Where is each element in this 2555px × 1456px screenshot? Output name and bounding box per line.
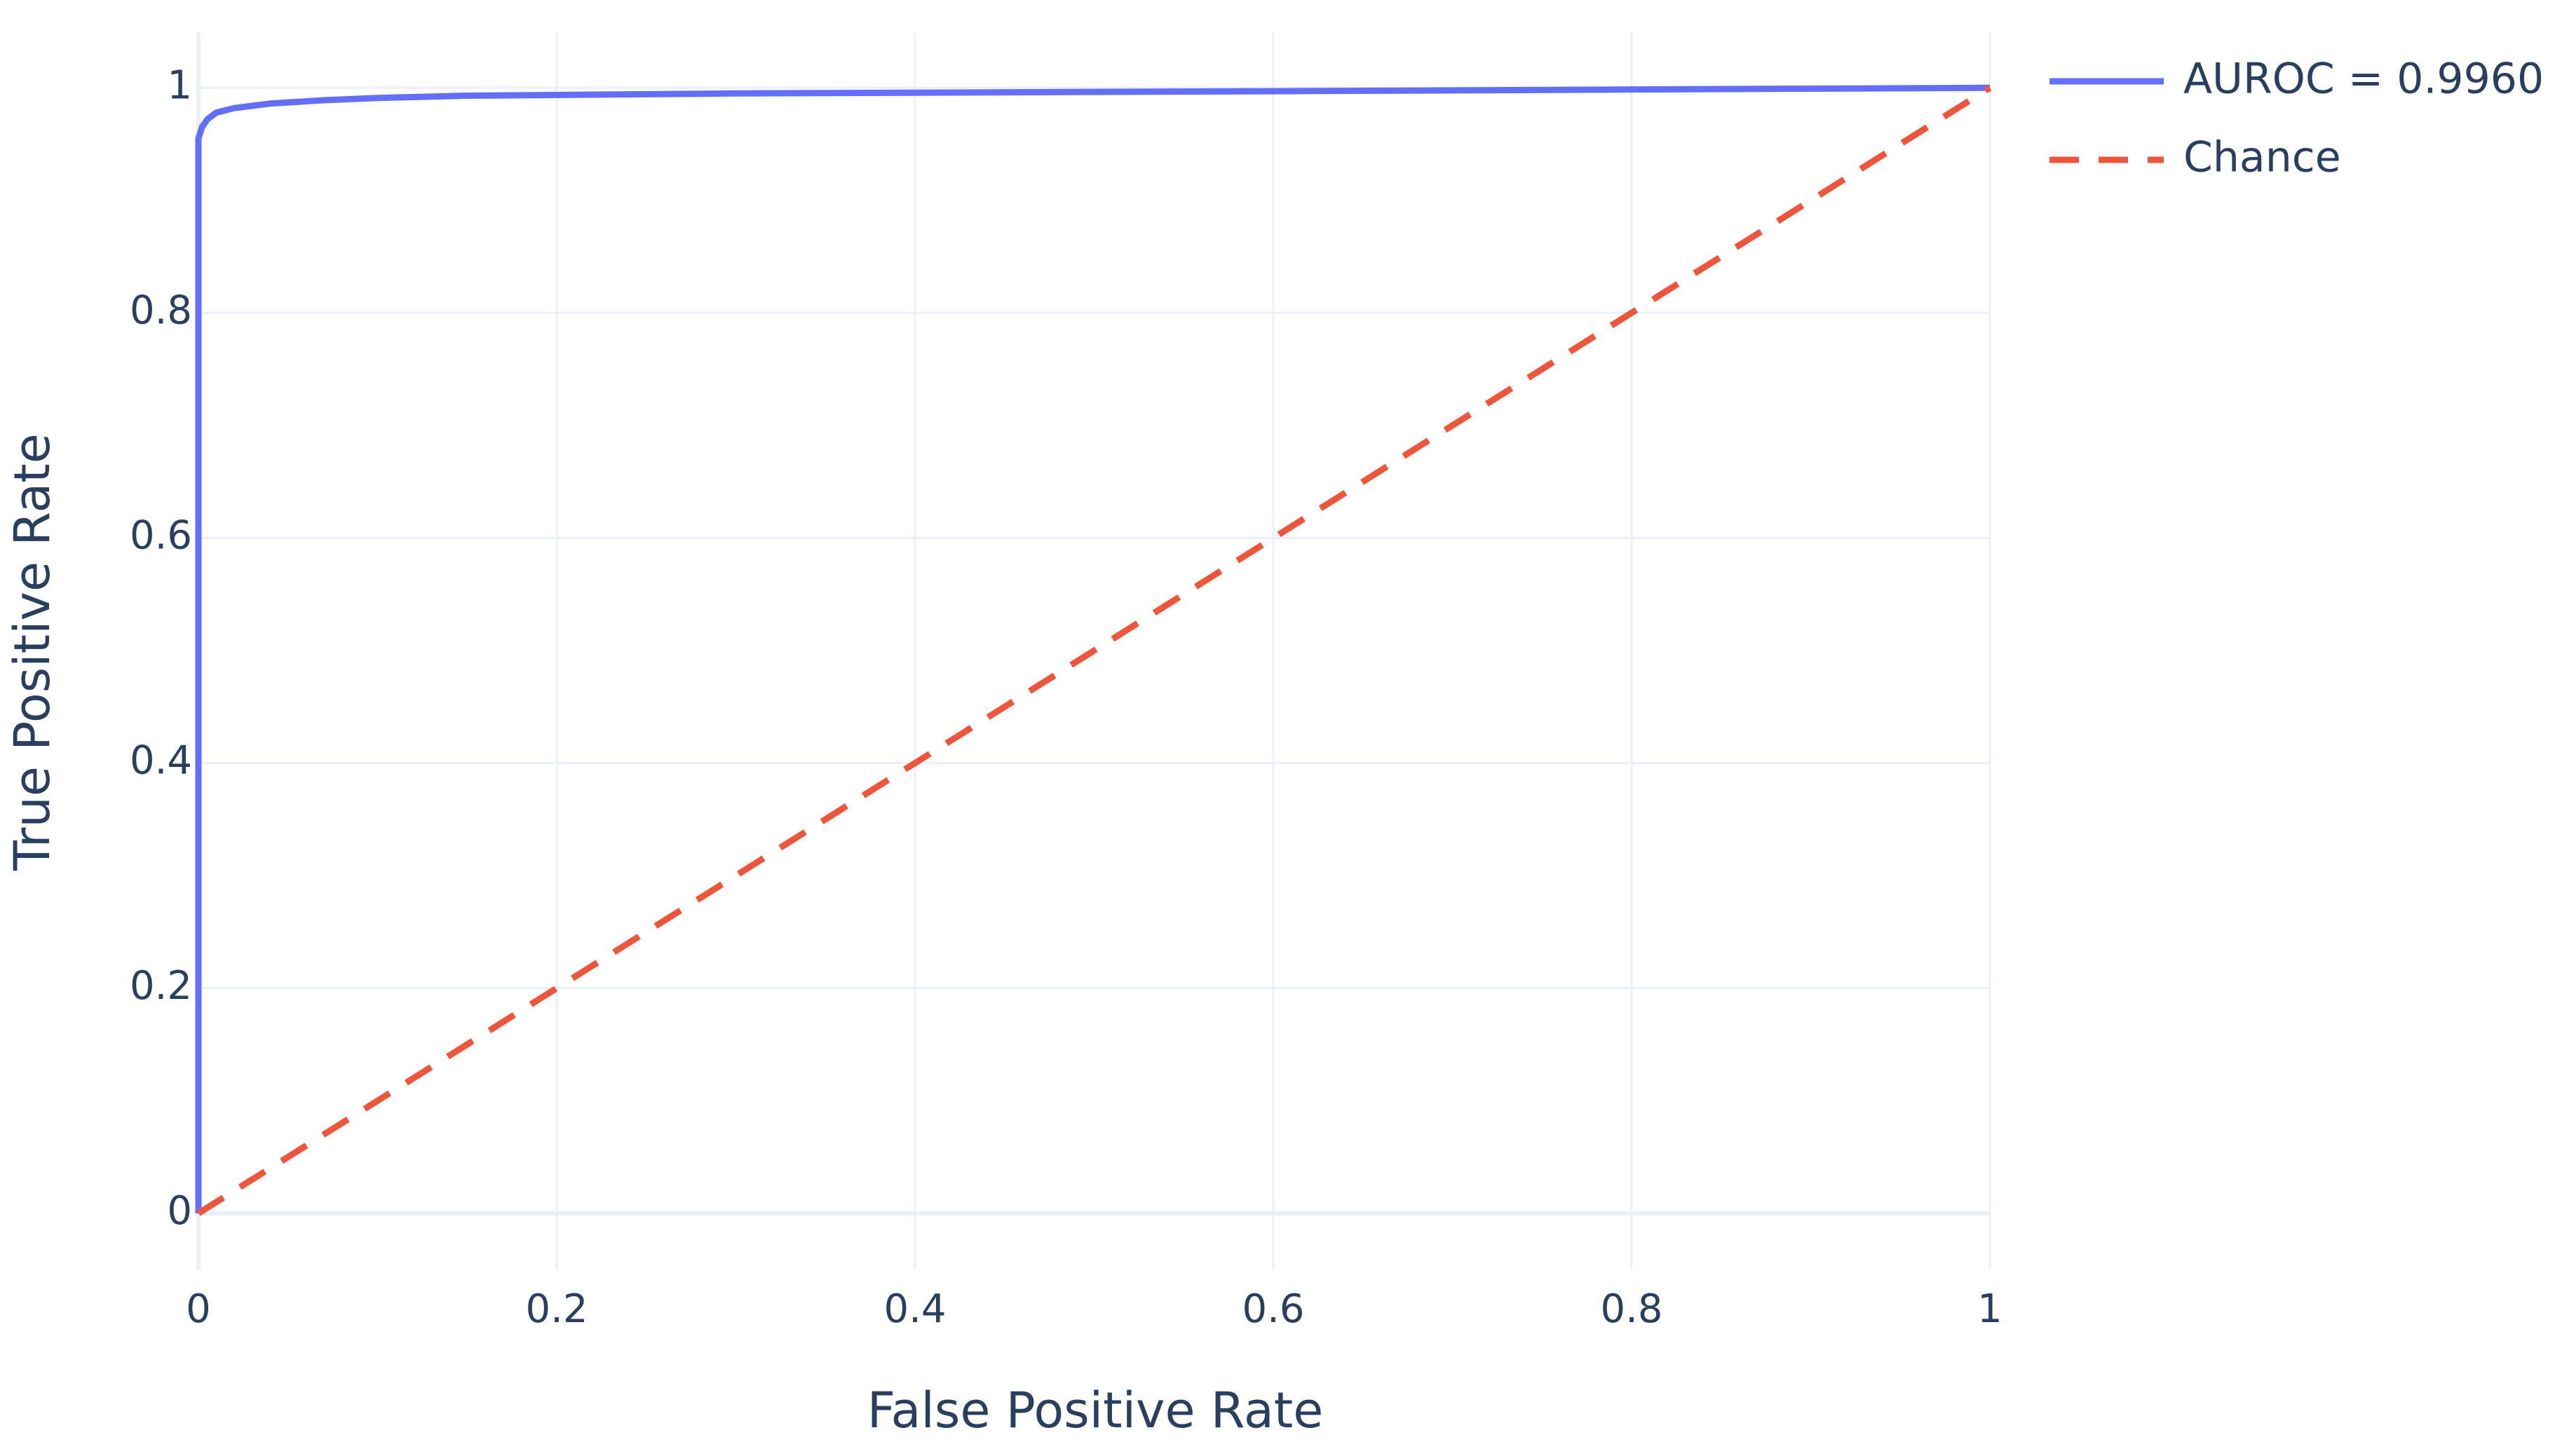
y-tick-label: 0.2 <box>130 963 192 1009</box>
y-tick-label: 0.6 <box>130 513 192 559</box>
y-axis-title: True Positive Rate <box>4 433 61 871</box>
x-axis-title: False Positive Rate <box>867 1382 1324 1439</box>
x-tick-label: 0.6 <box>1242 1286 1304 1332</box>
x-tick-label: 0.2 <box>525 1286 588 1332</box>
y-tick-label: 0.4 <box>130 738 192 784</box>
legend-label: Chance <box>2183 133 2341 182</box>
legend-label: AUROC = 0.9960 <box>2183 55 2544 104</box>
x-tick-label: 0.4 <box>883 1286 946 1332</box>
x-tick-label: 1 <box>1977 1286 2002 1332</box>
y-tick-label: 0.8 <box>130 288 192 334</box>
x-tick-label: 0.8 <box>1600 1286 1662 1332</box>
line-series <box>195 84 1991 1213</box>
x-tick-label: 0 <box>186 1286 211 1332</box>
y-tick-label: 0 <box>167 1188 192 1234</box>
line-series <box>196 85 1992 1216</box>
y-tick-label: 1 <box>167 62 192 108</box>
